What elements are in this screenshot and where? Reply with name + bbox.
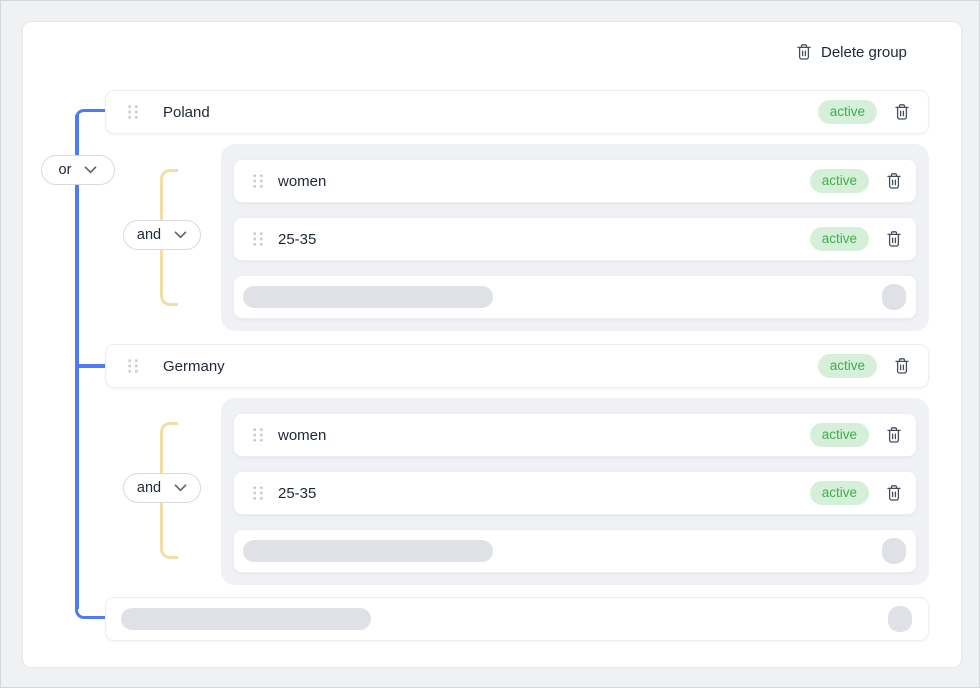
group-operator-select[interactable]: and [123, 473, 201, 503]
root-operator-value: or [58, 162, 72, 178]
status-badge[interactable]: active [817, 99, 877, 125]
group-row-poland: Poland active [105, 90, 929, 134]
condition-group-panel: women active 25-35 active [221, 144, 929, 331]
status-badge[interactable]: active [809, 168, 869, 194]
drag-handle-icon[interactable] [253, 428, 263, 442]
delete-group-row-button[interactable] [894, 103, 910, 121]
drag-handle-icon[interactable] [128, 105, 138, 119]
trash-icon [886, 484, 902, 502]
group-operator-value: and [136, 480, 162, 496]
delete-group-label: Delete group [821, 43, 907, 61]
status-badge[interactable]: active [809, 480, 869, 506]
drag-handle-icon[interactable] [253, 174, 263, 188]
trash-icon [886, 426, 902, 444]
drag-handle-icon[interactable] [253, 486, 263, 500]
trash-icon [886, 172, 902, 190]
or-connector-top-corner [75, 109, 105, 127]
chevron-down-icon [174, 484, 187, 492]
condition-row-women: women active [233, 413, 917, 457]
skeleton-text-placeholder [243, 286, 493, 308]
delete-group-button[interactable]: Delete group [796, 43, 907, 61]
group-row-germany: Germany active [105, 344, 929, 388]
condition-label: women [278, 172, 327, 190]
trash-icon [886, 230, 902, 248]
condition-row-25-35: 25-35 active [233, 217, 917, 261]
trash-icon [894, 103, 910, 121]
status-badge[interactable]: active [817, 353, 877, 379]
group-operator-select[interactable]: and [123, 220, 201, 250]
delete-group-row-button[interactable] [894, 357, 910, 375]
skeleton-action-placeholder [882, 284, 906, 310]
or-connector-line [75, 115, 79, 609]
condition-label: women [278, 426, 327, 444]
skeleton-text-placeholder [243, 540, 493, 562]
group-label: Poland [163, 103, 210, 121]
status-badge[interactable]: active [809, 226, 869, 252]
delete-condition-button[interactable] [886, 484, 902, 502]
delete-condition-button[interactable] [886, 230, 902, 248]
group-label: Germany [163, 357, 225, 375]
drag-handle-icon[interactable] [128, 359, 138, 373]
skeleton-action-placeholder [888, 606, 912, 632]
group-row-skeleton [105, 597, 929, 641]
root-operator-select[interactable]: or [41, 155, 115, 185]
trash-icon [894, 357, 910, 375]
condition-row-25-35: 25-35 active [233, 471, 917, 515]
delete-condition-button[interactable] [886, 172, 902, 190]
condition-label: 25-35 [278, 484, 317, 502]
or-connector-branch [77, 364, 105, 368]
condition-group-panel: women active 25-35 active [221, 398, 929, 585]
condition-label: 25-35 [278, 230, 317, 248]
group-operator-value: and [136, 227, 162, 243]
chevron-down-icon [174, 231, 187, 239]
chevron-down-icon [84, 166, 97, 174]
condition-row-skeleton [233, 275, 917, 319]
or-connector-bottom-corner [75, 601, 105, 619]
status-badge[interactable]: active [809, 422, 869, 448]
drag-handle-icon[interactable] [253, 232, 263, 246]
delete-condition-button[interactable] [886, 426, 902, 444]
condition-row-skeleton [233, 529, 917, 573]
skeleton-action-placeholder [882, 538, 906, 564]
condition-row-women: women active [233, 159, 917, 203]
trash-icon [796, 43, 812, 61]
skeleton-text-placeholder [121, 608, 371, 630]
